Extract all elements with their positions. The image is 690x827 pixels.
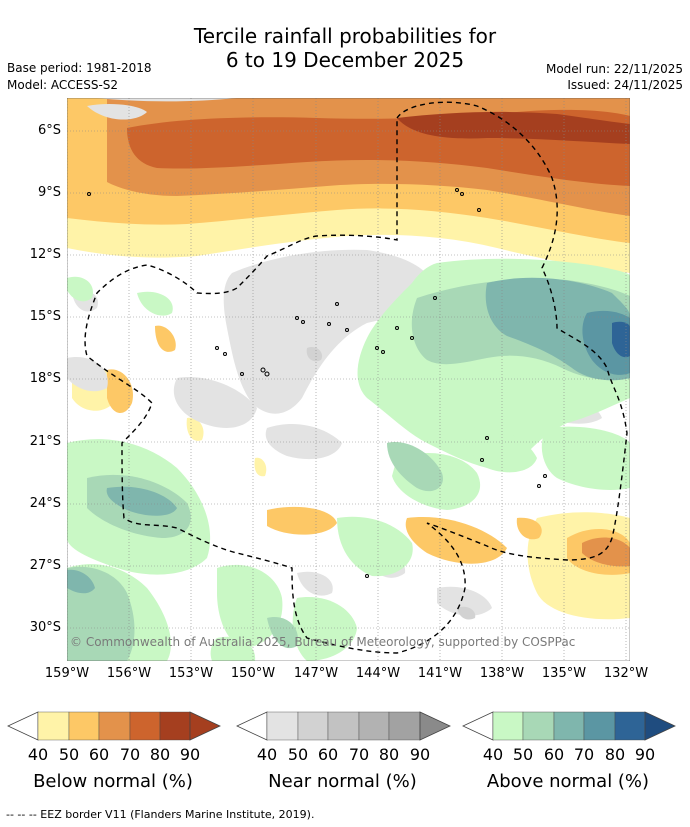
gridlines	[67, 98, 630, 661]
legend-below-swatch	[189, 711, 221, 741]
lon-tick-141w: 141°W	[417, 666, 463, 681]
lat-tick-27s: 27°S	[29, 558, 61, 573]
legend-near-tick: 60	[317, 745, 339, 764]
legend-near-swatch	[297, 711, 329, 741]
legend-above-swatch	[644, 711, 676, 741]
legend-near-swatch	[358, 711, 390, 741]
legend-near-swatch	[419, 711, 451, 741]
lon-tick-156w: 156°W	[106, 666, 152, 681]
lon-tick-138w: 138°W	[479, 666, 525, 681]
legend-below-swatch	[159, 711, 191, 741]
legend-above-swatch	[522, 711, 555, 741]
legend-near-tick: 40	[256, 745, 278, 764]
legend-below-swatch	[129, 711, 161, 741]
legend-near-swatch	[388, 711, 421, 741]
map-title-line2: 6 to 19 December 2025	[225, 48, 465, 72]
legend-below-tick: 70	[119, 745, 141, 764]
legend-above-tick: 90	[634, 745, 656, 764]
model-name: Model: ACCESS-S2	[7, 78, 119, 92]
legend-above-swatch	[583, 711, 616, 741]
legend-near-label: Near normal (%)	[268, 771, 417, 792]
islands	[87, 188, 547, 578]
legend-near-tick: 90	[409, 745, 431, 764]
lat-tick-30s: 30°S	[29, 620, 61, 635]
eez-borders	[84, 101, 628, 654]
legend-below-tick: 80	[149, 745, 171, 764]
legend-near-tick: 80	[378, 745, 400, 764]
legend-above-bar	[462, 711, 676, 741]
legend-below-tick: 40	[27, 745, 49, 764]
legend-below-tick: 50	[58, 745, 80, 764]
legend-below-tick: 60	[88, 745, 110, 764]
lat-tick-24s: 24°S	[29, 496, 61, 511]
lon-tick-144w: 144°W	[355, 666, 401, 681]
above-normal-region	[67, 258, 630, 661]
legend-below-swatch	[68, 711, 100, 741]
legend-above-tick: 60	[543, 745, 565, 764]
legend-near-swatch	[327, 711, 360, 741]
rainfall-probability-map: © Commonwealth of Australia 2025, Bureau…	[67, 98, 630, 661]
lon-tick-132w: 132°W	[603, 666, 649, 681]
issued-date: Issued: 24/11/2025	[567, 78, 683, 92]
map-copyright: © Commonwealth of Australia 2025, Bureau…	[70, 635, 575, 649]
legend-below-swatch	[37, 711, 70, 741]
legend-near-bar	[236, 711, 451, 741]
legend-above-tick: 40	[482, 745, 504, 764]
legend-above-tick: 70	[573, 745, 595, 764]
legend-below-bar	[7, 711, 221, 741]
legend-above-tick: 80	[604, 745, 626, 764]
lon-tick-150w: 150°W	[230, 666, 276, 681]
lon-tick-135w: 135°W	[541, 666, 587, 681]
legend-above-swatch	[614, 711, 646, 741]
lon-tick-159w: 159°W	[44, 666, 90, 681]
base-period: Base period: 1981-2018	[7, 61, 152, 75]
legend-above-swatch	[553, 711, 585, 741]
legend-above-label: Above normal (%)	[486, 771, 650, 792]
lat-tick-6s: 6°S	[37, 123, 61, 138]
eez-border-line	[84, 101, 628, 654]
legend-colorbars	[7, 711, 676, 741]
lat-tick-15s: 15°S	[29, 309, 61, 324]
legend-below-swatch	[98, 711, 131, 741]
model-run: Model run: 22/11/2025	[545, 62, 683, 76]
lon-tick-153w: 153°W	[168, 666, 214, 681]
lat-tick-9s: 9°S	[37, 185, 61, 200]
legend-near-tick: 50	[287, 745, 309, 764]
eez-footnote: -- -- -- EEZ border V11 (Flanders Marine…	[6, 808, 315, 821]
lon-tick-147w: 147°W	[293, 666, 339, 681]
lat-tick-21s: 21°S	[29, 434, 61, 449]
legend-below-tick: 90	[179, 745, 201, 764]
map-title-line1: Tercile rainfall probabilities for	[193, 24, 497, 48]
legend-above-tick: 50	[512, 745, 534, 764]
lat-tick-12s: 12°S	[29, 247, 61, 262]
legend-near-swatch	[266, 711, 299, 741]
legend-near-tick: 70	[348, 745, 370, 764]
legend-above-swatch	[492, 711, 524, 741]
lat-tick-18s: 18°S	[29, 371, 61, 386]
legend-below-label: Below normal (%)	[33, 771, 193, 792]
